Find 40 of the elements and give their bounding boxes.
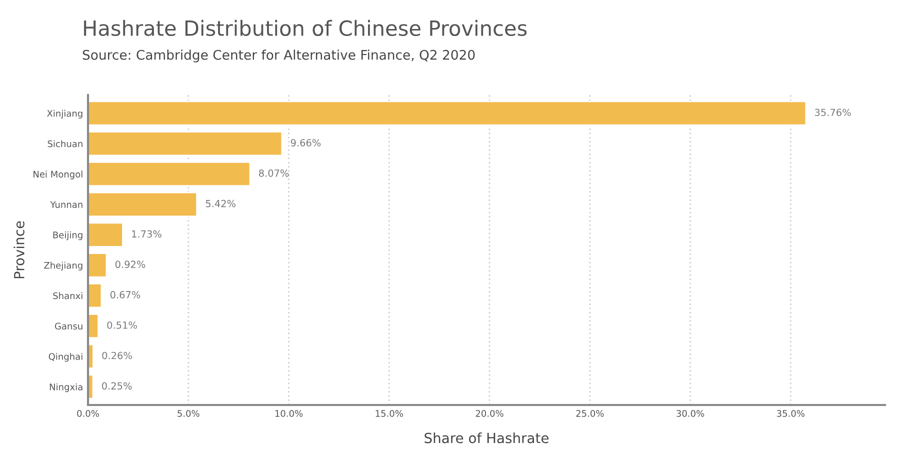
x-tick-label: 0.0% xyxy=(77,410,99,417)
data-label: 0.92% xyxy=(115,260,146,268)
y-axis-title: Province xyxy=(14,221,24,278)
bar xyxy=(88,222,124,248)
x-tick-label: 15.0% xyxy=(376,410,403,417)
x-tick-label: 10.0% xyxy=(275,410,303,417)
x-axis-title: Share of Hashrate xyxy=(424,432,549,444)
y-tick-label: Sichuan xyxy=(48,140,82,148)
bar xyxy=(88,131,283,156)
chart-subtitle: Source: Cambridge Center for Alternative Finance, Q2 2020 xyxy=(82,50,475,62)
data-label: 5.42% xyxy=(206,200,236,208)
y-tick-label: Zhejiang xyxy=(44,262,82,271)
y-tick-label: Shanxi xyxy=(53,292,82,300)
data-label: 0.51% xyxy=(107,321,137,329)
x-tick-label: 30.0% xyxy=(676,410,704,417)
bar xyxy=(88,100,807,126)
bar xyxy=(88,161,251,187)
bar xyxy=(88,283,102,308)
bar xyxy=(88,252,108,278)
data-label: 8.07% xyxy=(259,169,289,177)
x-tick-label: 20.0% xyxy=(476,410,504,417)
y-tick-label: Beijing xyxy=(53,231,82,240)
y-tick-label: Ningxia xyxy=(50,383,82,392)
bar xyxy=(88,192,198,217)
data-label: 9.66% xyxy=(290,139,321,146)
y-tick-label: Nei Mongol xyxy=(34,170,82,180)
data-label: 0.25% xyxy=(102,382,132,390)
x-tick-label: 35.0% xyxy=(776,410,804,417)
y-tick-label: Gansu xyxy=(54,322,82,330)
x-tick-label: 25.0% xyxy=(576,410,604,417)
data-label: 0.26% xyxy=(102,352,132,360)
chart-title: Hashrate Distribution of Chinese Provinces xyxy=(84,20,527,36)
data-label: 35.76% xyxy=(814,108,851,116)
y-tick-label: Qinghai xyxy=(48,352,82,362)
data-label: 1.73% xyxy=(132,230,162,238)
bar xyxy=(88,313,99,339)
x-tick-label: 5.0% xyxy=(178,410,200,417)
data-label: 0.67% xyxy=(110,291,140,298)
y-tick-label: Xinjiang xyxy=(46,110,82,119)
y-tick-label: Yunnan xyxy=(50,201,82,208)
